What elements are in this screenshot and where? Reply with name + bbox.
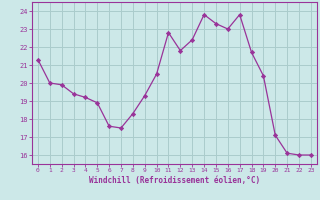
X-axis label: Windchill (Refroidissement éolien,°C): Windchill (Refroidissement éolien,°C) <box>89 176 260 185</box>
